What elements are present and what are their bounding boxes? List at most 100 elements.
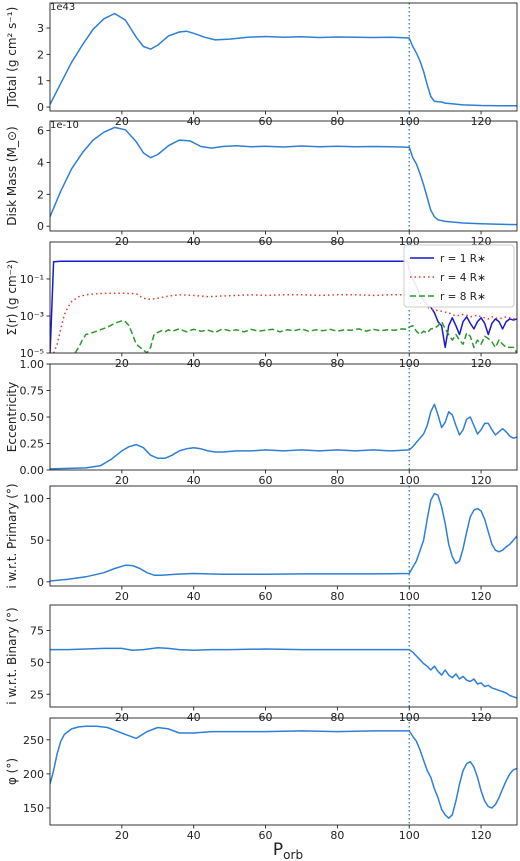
axes-frame [49, 120, 518, 232]
y-axis-label: i w.r.t. Primary (°) [5, 483, 19, 588]
x-tick-label: 120 [471, 829, 492, 842]
y-tick-label: 75 [30, 625, 44, 638]
y-tick-label: 10⁻³ [20, 310, 44, 323]
y-tick-label: 0.50 [20, 411, 45, 424]
offset-text: 1e43 [50, 2, 75, 13]
x-tick-label: 80 [330, 357, 344, 370]
y-tick-label: 3 [37, 22, 44, 35]
axes-frame [49, 2, 518, 112]
x-tick-label: 20 [115, 590, 129, 603]
x-tick-label: 40 [187, 829, 201, 842]
axes-frame [49, 485, 518, 587]
x-tick-label: 100 [399, 590, 420, 603]
legend-box [403, 244, 515, 308]
legend-label: r = 8 R∗ [440, 291, 486, 303]
x-tick-label: 40 [187, 711, 201, 724]
y-tick-label: 250 [23, 734, 44, 747]
y-tick-label: 10⁻¹ [20, 273, 44, 286]
series-line-1 [50, 12, 517, 107]
y-axis-label: Eccentricity [5, 382, 19, 452]
series-line-3 [74, 320, 517, 353]
y-tick-label: 2 [37, 188, 44, 201]
series-line-2 [52, 292, 517, 353]
panel-7: 20 40 60 80 100 120 150 200 250 φ (°) [5, 717, 518, 842]
legend-label: r = 4 R∗ [440, 272, 486, 284]
x-tick-label: 100 [399, 829, 420, 842]
x-tick-label: 80 [330, 235, 344, 248]
y-tick-label: 0.75 [20, 385, 45, 398]
axes-frame [49, 241, 518, 354]
series-line-1 [50, 492, 517, 582]
x-axis-label: Porb [273, 840, 303, 861]
x-tick-label: 120 [471, 474, 492, 487]
x-tick-label: 60 [259, 829, 273, 842]
x-tick-label: 40 [187, 235, 201, 248]
x-tick-label: 60 [259, 474, 273, 487]
x-tick-label: 120 [471, 115, 492, 128]
panel-5: 20 40 60 80 100 120 0 50 100 i w.r.t. Primary (°) [5, 483, 518, 603]
x-tick-label: 100 [399, 357, 420, 370]
x-tick-label: 40 [187, 474, 201, 487]
x-tick-label: 60 [259, 115, 273, 128]
y-tick-label: 200 [23, 768, 44, 781]
y-axis-label: JTotal (g cm² s⁻¹) [5, 7, 19, 108]
panel-4: 20 40 60 80 100 120 0.00 0.25 0.50 0.75 1.00Eccent… [5, 358, 518, 487]
y-tick-label: 2 [37, 48, 44, 61]
y-tick-label: 10⁻⁵ [20, 347, 44, 360]
y-axis-label: Disk Mass (M_⊙) [5, 126, 19, 225]
y-tick-label: 100 [23, 493, 44, 506]
y-tick-label: 0 [37, 576, 44, 589]
x-tick-label: 120 [471, 590, 492, 603]
y-axis-label: Σ(r) (g cm⁻²) [5, 260, 19, 336]
series-line-1 [50, 725, 517, 819]
x-tick-label: 40 [187, 115, 201, 128]
y-tick-label: 1 [37, 75, 44, 88]
series-line-1 [50, 403, 517, 470]
offset-text: 1e-10 [50, 120, 79, 131]
x-tick-label: 40 [187, 357, 201, 370]
y-tick-label: 50 [30, 656, 44, 669]
axes-frame [49, 604, 518, 708]
x-tick-label: 60 [259, 590, 273, 603]
x-tick-label: 40 [187, 590, 201, 603]
x-tick-label: 60 [259, 711, 273, 724]
panel-6: 20 40 60 80 100 120 25 50 75 i w.r.t. Binary (°) [5, 604, 518, 724]
y-tick-label: 25 [30, 688, 44, 701]
x-tick-label: 80 [330, 590, 344, 603]
y-tick-label: 4 [37, 156, 44, 169]
x-tick-label: 80 [330, 115, 344, 128]
x-tick-label: 60 [259, 357, 273, 370]
y-tick-label: 1.00 [20, 358, 45, 371]
x-tick-label: 120 [471, 711, 492, 724]
x-tick-label: 20 [115, 711, 129, 724]
x-tick-label: 60 [259, 235, 273, 248]
x-tick-label: 100 [399, 474, 420, 487]
x-tick-label: 20 [115, 235, 129, 248]
x-tick-label: 120 [471, 357, 492, 370]
y-tick-label: 6 [37, 125, 44, 138]
x-tick-label: 100 [399, 711, 420, 724]
x-tick-label: 20 [115, 115, 129, 128]
x-tick-label: 20 [115, 357, 129, 370]
y-tick-label: 0.25 [20, 438, 45, 451]
legend-label: r = 1 R∗ [440, 253, 486, 265]
y-tick-label: 150 [23, 802, 44, 815]
panel-3: 20 40 60 80 100 120 10⁻¹ 10⁻³ 10⁻⁵Σ(r) (g cm⁻²) r… [5, 241, 518, 370]
y-tick-label: 0 [37, 220, 44, 233]
series-line-1 [50, 646, 517, 699]
series-line-1 [50, 126, 517, 226]
x-tick-label: 20 [115, 829, 129, 842]
y-tick-label: 0 [37, 101, 44, 114]
x-tick-label: 80 [330, 474, 344, 487]
x-tick-label: 80 [330, 711, 344, 724]
x-tick-label: 80 [330, 829, 344, 842]
y-axis-label: i w.r.t. Binary (°) [5, 607, 19, 704]
y-axis-label: φ (°) [5, 758, 19, 785]
y-tick-label: 50 [30, 534, 44, 547]
legend: r = 1 R∗ r = 4 R∗ r = 8 R∗ [403, 244, 515, 308]
x-tick-label: 20 [115, 474, 129, 487]
axes-frame [49, 717, 518, 826]
